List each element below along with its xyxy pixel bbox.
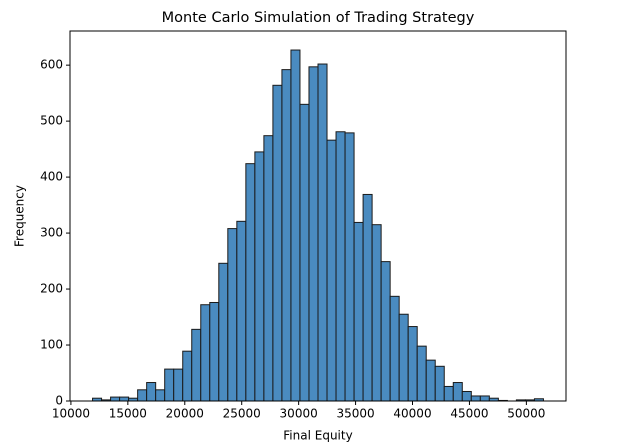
- bar: [308, 66, 319, 402]
- bar: [344, 132, 355, 402]
- bar: [245, 163, 256, 402]
- bar: [227, 228, 238, 402]
- bar: [326, 139, 337, 402]
- x-tick-label: 50000: [507, 407, 545, 421]
- bar: [398, 313, 409, 402]
- bar: [110, 396, 121, 402]
- bar: [371, 224, 382, 402]
- bar: [146, 382, 157, 402]
- x-tick-label: 30000: [280, 407, 318, 421]
- x-tick-label: 35000: [336, 407, 374, 421]
- bar: [191, 328, 202, 402]
- y-tick-label: 0: [55, 394, 63, 408]
- bar: [236, 220, 247, 402]
- y-tick-label: 400: [40, 170, 63, 184]
- x-axis-label: Final Equity: [283, 429, 352, 443]
- bar: [164, 368, 175, 402]
- bar: [263, 135, 274, 402]
- bar: [434, 365, 445, 402]
- plot-area: 0 100 200 300 400 500 600 10000 15000 20000 25000 3…: [40, 49, 545, 421]
- x-tick-label: 10000: [52, 407, 90, 421]
- bar: [272, 84, 283, 402]
- bar: [119, 396, 130, 402]
- bar: [362, 193, 373, 402]
- bar: [416, 345, 427, 402]
- y-tick-label: 600: [40, 58, 63, 72]
- axes-frame: [69, 30, 567, 402]
- bar: [380, 261, 391, 402]
- y-axis-label: Frequency: [13, 185, 27, 247]
- bar: [353, 221, 364, 402]
- bar: [209, 301, 220, 402]
- y-tick-label: 300: [40, 226, 63, 240]
- bar: [173, 368, 184, 402]
- bar: [470, 395, 481, 402]
- bar: [290, 49, 301, 402]
- bar: [281, 69, 292, 402]
- bar: [254, 151, 265, 402]
- y-tick-label: 100: [40, 338, 63, 352]
- bar: [182, 350, 193, 402]
- bar: [425, 359, 436, 402]
- bar: [389, 295, 400, 402]
- y-tick-label: 500: [40, 114, 63, 128]
- x-tick-label: 40000: [393, 407, 431, 421]
- bar: [155, 389, 166, 402]
- bar: [479, 395, 490, 402]
- bar: [200, 304, 211, 402]
- bar: [317, 63, 328, 402]
- y-tick-label: 200: [40, 282, 63, 296]
- bar: [137, 389, 148, 402]
- bar: [461, 390, 472, 402]
- bar: [218, 262, 229, 402]
- x-tick-label: 15000: [109, 407, 147, 421]
- bar: [335, 131, 346, 402]
- x-tick-label: 20000: [166, 407, 204, 421]
- bar: [299, 103, 310, 402]
- x-tick-label: 45000: [450, 407, 488, 421]
- bar: [452, 382, 463, 402]
- chart-title: Monte Carlo Simulation of Trading Strate…: [162, 10, 475, 26]
- bar: [443, 385, 454, 402]
- x-tick-label: 25000: [223, 407, 261, 421]
- bar: [407, 326, 418, 402]
